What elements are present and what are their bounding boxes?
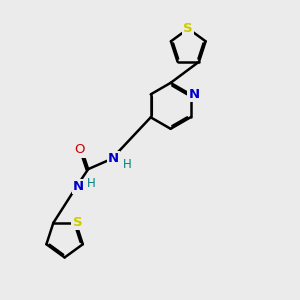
- Text: O: O: [74, 143, 85, 157]
- Text: N: N: [108, 152, 119, 165]
- Text: S: S: [73, 216, 82, 229]
- Text: H: H: [87, 177, 96, 190]
- Text: H: H: [123, 158, 131, 171]
- Text: N: N: [73, 180, 84, 193]
- Text: N: N: [188, 88, 200, 101]
- Text: S: S: [184, 22, 193, 35]
